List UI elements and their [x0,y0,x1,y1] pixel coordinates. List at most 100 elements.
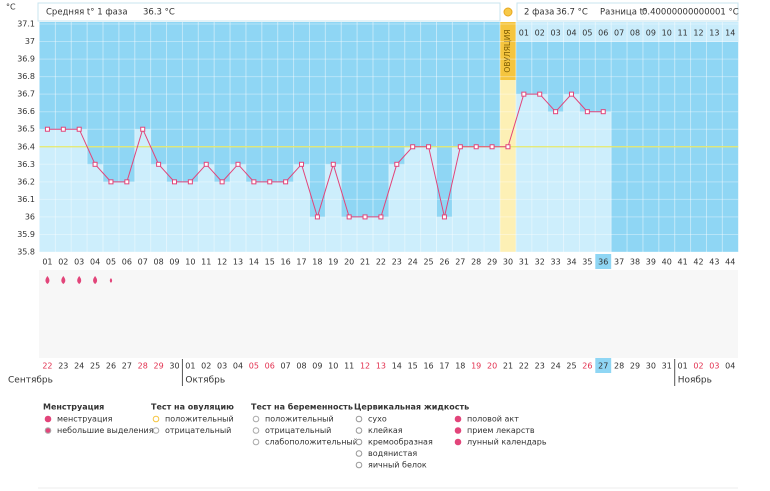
date: 04 [233,362,243,371]
cycle-day: 13 [233,258,243,267]
date: 11 [344,362,354,371]
cycle-day: 39 [646,258,656,267]
cycle-day: 23 [392,258,402,267]
cycle-day: 27 [455,258,465,267]
temp-column [214,181,231,252]
cycle-day: 02 [58,258,68,267]
temp-point [299,161,305,167]
cycle-day: 22 [376,258,386,267]
temp-column [515,94,532,253]
phase2-day: 11 [678,29,688,38]
date: 23 [58,362,68,371]
cycle-day: 33 [551,258,561,267]
phase2-day: 13 [709,29,719,38]
cycle-day: 05 [106,258,116,267]
legend-icon [454,438,462,446]
date: 20 [487,362,497,371]
cycle-day: 03 [74,258,84,267]
date: 25 [90,362,100,371]
current-date-bg [595,358,612,373]
phase1-label: Средняя t° 1 фаза [46,8,128,18]
date: 29 [154,362,164,371]
temp-point [378,214,384,220]
y-tick-label: 35.9 [17,230,35,239]
cycle-day: 32 [535,258,545,267]
temp-point [568,91,574,97]
legend-item: водянистая [368,449,417,458]
date: 30 [169,362,179,371]
temp-point [473,144,479,150]
legend-icon [252,427,260,434]
legend-icon [454,427,462,434]
date: 10 [328,362,338,371]
temp-column [166,181,183,252]
phase2-strip [515,22,739,42]
cycle-day: 09 [169,258,179,267]
legend-item: отрицательный [165,426,231,435]
cycle-day: 12 [217,258,227,267]
y-tick-label: 36.7 [17,90,35,99]
ovulation-tag [500,22,516,80]
temp-column [404,146,421,252]
legend-item: положительный [265,415,334,424]
date: 03 [217,362,227,371]
temp-point [283,179,289,185]
temp-point [219,179,225,185]
phase2-value: 36.7 °C [556,8,588,18]
legend-icon [355,438,363,446]
legend-item: сухо [368,415,387,424]
cycle-day: 42 [693,258,703,267]
temp-point [394,161,400,167]
temp-column [134,129,151,252]
temp-point [330,161,336,167]
ovulation-label: ОВУЛЯЦИЯ [503,29,512,72]
temp-column [309,216,326,252]
temp-column [325,164,342,252]
date: 13 [376,362,386,371]
cycle-day: 40 [662,258,672,267]
y-tick-label: 36 [25,212,35,221]
temp-column [182,181,199,252]
temp-point [187,179,193,185]
temp-column [452,146,469,252]
temp-point [505,144,511,150]
cycle-day: 38 [630,258,640,267]
date: 01 [678,362,688,371]
temp-point [426,144,432,150]
date: 31 [662,362,672,371]
temp-column [39,129,56,252]
phase2-label: 2 фаза [524,8,554,18]
temp-column [388,164,405,252]
y-tick-label: 36.6 [17,107,35,116]
temp-column [245,181,262,252]
legend-item: положительный [165,415,234,424]
legend-item: прием лекарств [467,426,535,435]
diff-label: Разница t° [600,8,647,18]
temp-column [118,181,135,252]
phase2-day: 10 [662,29,672,38]
temp-point [124,179,130,185]
y-tick-label: 36.5 [17,125,35,134]
temp-point [600,109,606,115]
temp-column [372,216,389,252]
y-tick-label: 36.2 [17,177,35,186]
temp-column [468,146,485,252]
y-tick-label: 37 [25,37,35,46]
date: 24 [551,362,561,371]
phase2-day: 09 [646,29,656,38]
legend-icon [355,461,363,469]
phase2-day: 12 [693,29,703,38]
y-unit: °C [6,3,16,12]
legend-item: отрицательный [265,426,331,435]
phase1-value: 36.3 °C [143,8,175,18]
temp-point [267,179,273,185]
phase2-day: 01 [519,29,529,38]
legend-item: половой акт [467,415,519,424]
cycle-day: 04 [90,258,100,267]
cycle-day: 30 [503,258,513,267]
cycle-day: 15 [265,258,275,267]
temp-point [410,144,416,150]
legend-icon [355,450,363,457]
date: 14 [392,362,402,371]
